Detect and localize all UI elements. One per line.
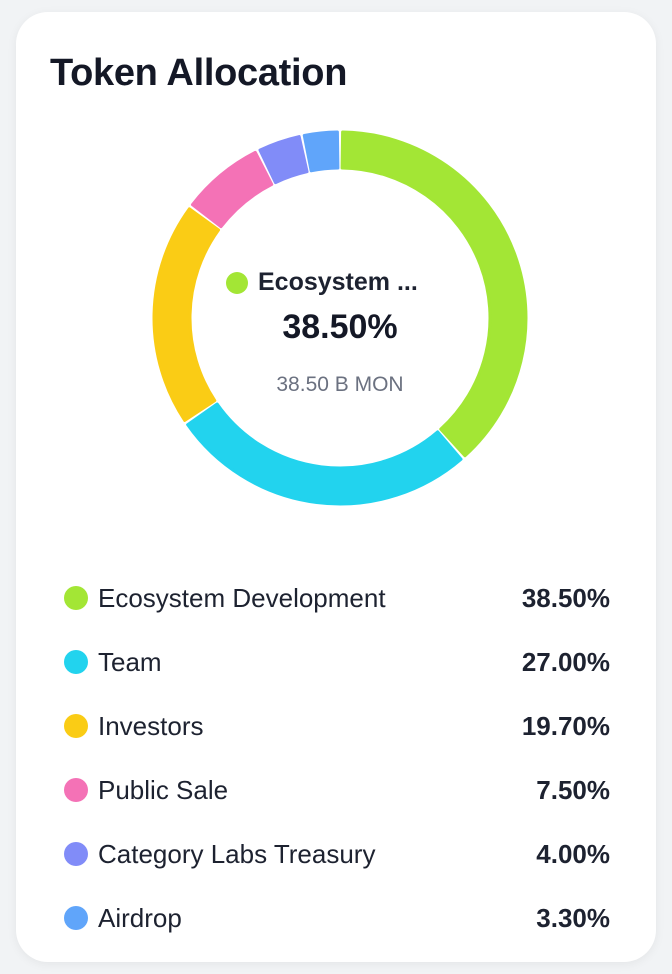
legend-label: Airdrop	[98, 902, 182, 933]
allocation-legend: Ecosystem Development 38.50% Team 27.00% Inv…	[64, 566, 610, 950]
legend-item[interactable]: Airdrop 3.30%	[64, 886, 610, 950]
donut-segment[interactable]	[302, 130, 340, 173]
legend-item[interactable]: Category Labs Treasury 4.00%	[64, 822, 610, 886]
allocation-donut-chart	[152, 130, 528, 506]
legend-label: Team	[98, 646, 162, 677]
selected-segment-name: Ecosystem ...	[226, 268, 418, 297]
legend-label: Investors	[98, 710, 204, 741]
selected-segment-percent: 38.50%	[282, 308, 398, 346]
legend-label: Category Labs Treasury	[98, 838, 376, 869]
legend-color-dot	[64, 906, 88, 930]
selected-segment-dot	[226, 271, 248, 294]
legend-color-dot	[64, 714, 88, 738]
donut-segment[interactable]	[186, 402, 463, 506]
legend-value: 27.00%	[521, 646, 610, 677]
card-title: Token Allocation	[50, 52, 348, 94]
legend-color-dot	[64, 778, 88, 802]
legend-label: Ecosystem Development	[98, 582, 386, 613]
donut-segment[interactable]	[340, 130, 528, 458]
legend-item[interactable]: Investors 19.70%	[64, 694, 610, 758]
donut-center-summary: Ecosystem ... 38.50% 38.50 B MON	[140, 118, 540, 518]
legend-value: 4.00%	[536, 838, 610, 869]
legend-value: 19.70%	[521, 710, 610, 741]
legend-item[interactable]: Team 27.00%	[64, 630, 610, 694]
donut-segment[interactable]	[152, 207, 221, 422]
legend-value: 3.30%	[536, 902, 610, 933]
legend-value: 7.50%	[536, 774, 610, 805]
legend-item[interactable]: Ecosystem Development 38.50%	[64, 566, 610, 630]
donut-segment[interactable]	[190, 150, 274, 229]
legend-color-dot	[64, 842, 88, 866]
donut-segment[interactable]	[258, 135, 309, 185]
legend-label: Public Sale	[98, 774, 229, 805]
legend-value: 38.50%	[521, 582, 610, 613]
selected-segment-label: Ecosystem ...	[258, 268, 418, 296]
legend-color-dot	[64, 586, 88, 610]
selected-segment-amount: 38.50 B MON	[276, 373, 404, 396]
legend-color-dot	[64, 650, 88, 674]
legend-item[interactable]: Public Sale 7.50%	[64, 758, 610, 822]
token-allocation-card: Token Allocation Ecosystem ... 38.50% 38…	[16, 12, 656, 962]
